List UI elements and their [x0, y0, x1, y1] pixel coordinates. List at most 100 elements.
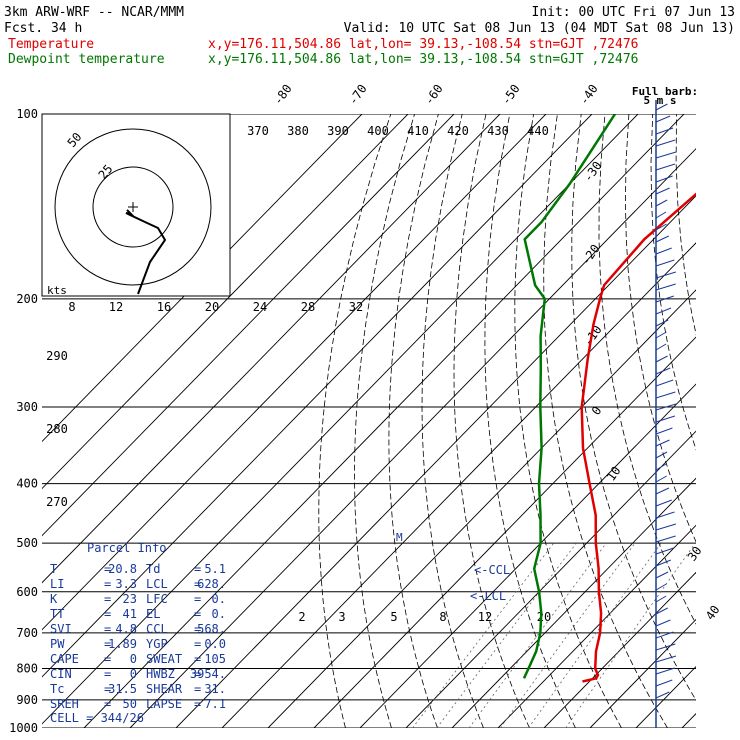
pressure-label-400: 400: [16, 477, 38, 491]
parcel-info-panel: Parcel Info T =20.8 Td = 5.1LI = 3.3 LCL =628.K =…: [50, 541, 226, 725]
ccl-annotation: <-CCL: [474, 563, 510, 577]
parcel-value: 628.: [197, 577, 226, 591]
wind-barb: [655, 667, 675, 675]
isotherm-line: [175, 195, 696, 728]
mixing-ratio-lower-label: 2: [298, 610, 305, 624]
isotherm-line: [42, 114, 547, 631]
dry-adiabat: [514, 114, 622, 728]
hodograph-trace: [125, 209, 167, 295]
parcel-eq: =: [104, 697, 111, 711]
wind-barb: [655, 463, 667, 471]
isotherm-label: -70: [346, 82, 370, 108]
parcel-value: 0.: [212, 607, 226, 621]
mixing-ratio-label: 20: [205, 300, 219, 314]
mixing-ratio-line: [412, 542, 555, 728]
dry-adiabat: [453, 114, 530, 728]
wind-barb: [655, 379, 674, 387]
parcel-key: LAPSE: [146, 697, 182, 711]
wind-barb: [655, 283, 676, 291]
mixing-ratio-lower-label: 8: [439, 610, 446, 624]
mixing-ratio-label: 16: [157, 300, 171, 314]
isotherm-line: [405, 430, 696, 728]
wind-barb: [655, 451, 668, 459]
theta-label: 370: [247, 124, 269, 138]
temperature-location: x,y=176.11,504.86 lat,lon= 39.13,-108.54…: [208, 37, 638, 52]
parcel-value: 41: [123, 607, 137, 621]
isotherm-line: [83, 114, 685, 728]
theta-label: 410: [407, 124, 429, 138]
parcel-key: LFC: [146, 592, 168, 606]
wind-barb: [655, 619, 671, 627]
parcel-key: CIN: [50, 667, 72, 681]
wind-barb: [655, 235, 669, 243]
wind-barb: [655, 103, 668, 111]
theta-label: 420: [447, 124, 469, 138]
wind-barb: [655, 631, 674, 639]
wind-barb: [655, 295, 675, 303]
temperature-line: [580, 192, 696, 683]
isotherm-line: [42, 114, 639, 725]
dry-adiabat: [571, 114, 696, 701]
pressure-label-600: 600: [16, 585, 38, 599]
isotherm-line: [42, 114, 593, 678]
parcel-eq: =: [194, 607, 201, 621]
pressure-label-900: 900: [16, 693, 38, 707]
wind-barb: [655, 511, 675, 519]
wind-barb: [655, 127, 674, 135]
parcel-eq: =: [104, 622, 111, 636]
pressure-label-200: 200: [16, 292, 38, 306]
model-title: 3km ARW-WRF -- NCAR/MMM: [4, 5, 184, 20]
parcel-eq: =: [194, 562, 201, 576]
parcel-value: 31.5: [108, 682, 137, 696]
parcel-value: 1.89: [108, 637, 137, 651]
wind-barb: [655, 319, 669, 327]
isotherm-line: [129, 148, 696, 728]
wind-barb: [655, 691, 670, 699]
parcel-cell: CELL = 344/26: [50, 711, 144, 725]
parcel-eq: =: [104, 637, 111, 651]
dry-adiabat: [598, 114, 696, 625]
dry-adiabat: [543, 114, 668, 728]
pressure-label-100: 100: [16, 107, 38, 121]
isotherm-label: 40: [703, 603, 723, 623]
wind-barb: [655, 427, 673, 435]
pressure-label-800: 800: [16, 661, 38, 675]
parcel-value: 0.0: [204, 637, 226, 651]
ring-50: [54, 128, 212, 286]
wind-barb: [655, 199, 668, 207]
isotherm-line: [543, 571, 696, 728]
hodo-units: kts: [47, 284, 67, 297]
theta-lower-label: 290: [46, 349, 68, 363]
pressure-label-300: 300: [16, 400, 38, 414]
wind-barb: [655, 391, 676, 399]
wind-barb: [655, 163, 676, 171]
isotherm-line: [42, 114, 455, 537]
parcel-eq: =: [194, 682, 201, 696]
mixing-ratio-label: 24: [253, 300, 267, 314]
wind-barb: [655, 271, 677, 279]
hodograph-frame: [41, 113, 231, 297]
theta-label: 440: [527, 124, 549, 138]
isotherm-line: [42, 114, 501, 584]
wind-barb: [655, 187, 670, 195]
wind-barbs: [655, 100, 677, 728]
parcel-eq: =: [104, 592, 111, 606]
theta-lower-label: 280: [46, 422, 68, 436]
parcel-value: 7.1: [204, 697, 226, 711]
isotherm-line: [42, 114, 363, 443]
mixing-ratio-line: [468, 542, 607, 728]
theta-label: 400: [367, 124, 389, 138]
parcel-key: CCL: [146, 622, 168, 636]
wind-barb: [655, 211, 667, 219]
parcel-key: Tc: [50, 682, 64, 696]
diagram-grid: [41, 113, 696, 728]
wind-barb: [655, 403, 677, 411]
dry-adiabat: [388, 114, 439, 728]
parcel-eq: =: [194, 697, 201, 711]
wind-barb: [655, 367, 671, 375]
theta-lower-label: 270: [46, 495, 68, 509]
wind-barb: [655, 499, 673, 507]
isotherm-line: [589, 618, 696, 728]
barb-legend-title: Full barb:: [632, 85, 698, 98]
